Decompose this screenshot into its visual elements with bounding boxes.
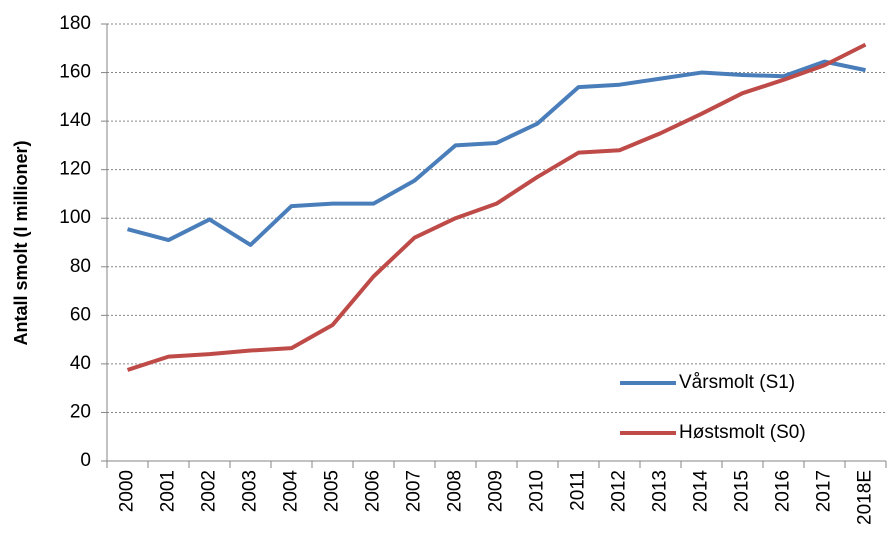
x-tick-label: 2011 — [568, 470, 589, 511]
x-tick-label: 2010 — [527, 470, 548, 512]
y-tick-label: 120 — [59, 159, 91, 180]
x-tick-label: 2004 — [281, 470, 302, 513]
x-tick-label: 2018E — [855, 470, 876, 525]
x-tick-label: 2007 — [404, 470, 425, 512]
x-tick-label: 2003 — [240, 470, 261, 512]
y-tick-label: 140 — [59, 110, 91, 131]
x-tick-label: 2013 — [650, 470, 671, 512]
y-axis-label: Antall smolt (I millioner) — [11, 140, 31, 345]
series-line — [126, 42, 867, 372]
x-tick-label: 2014 — [691, 470, 712, 513]
x-tick-label: 2000 — [117, 470, 138, 512]
x-tick-label: 2016 — [773, 470, 794, 512]
y-tick-label: 0 — [80, 450, 91, 471]
legend-label: Vårsmolt (S1) — [679, 372, 795, 393]
y-tick-label: 60 — [70, 304, 91, 325]
y-tick-label: 80 — [70, 256, 91, 277]
x-tick-label: 2012 — [609, 470, 630, 512]
x-tick-label: 2001 — [158, 470, 179, 512]
x-tick-label: 2008 — [445, 470, 466, 512]
x-tick-label: 2017 — [814, 470, 835, 512]
series-line — [126, 59, 866, 247]
legend-label: Høstsmolt (S0) — [679, 422, 806, 443]
x-tick-label: 2009 — [486, 470, 507, 512]
y-tick-label: 180 — [59, 13, 91, 34]
y-tick-label: 160 — [59, 62, 91, 83]
y-tick-label: 100 — [59, 207, 91, 228]
x-tick-label: 2002 — [199, 470, 220, 512]
y-tick-label: 40 — [70, 353, 91, 374]
x-tick-label: 2006 — [363, 470, 384, 512]
x-tick-label: 2005 — [322, 470, 343, 512]
x-tick-label: 2015 — [732, 470, 753, 512]
y-tick-label: 20 — [70, 401, 91, 422]
